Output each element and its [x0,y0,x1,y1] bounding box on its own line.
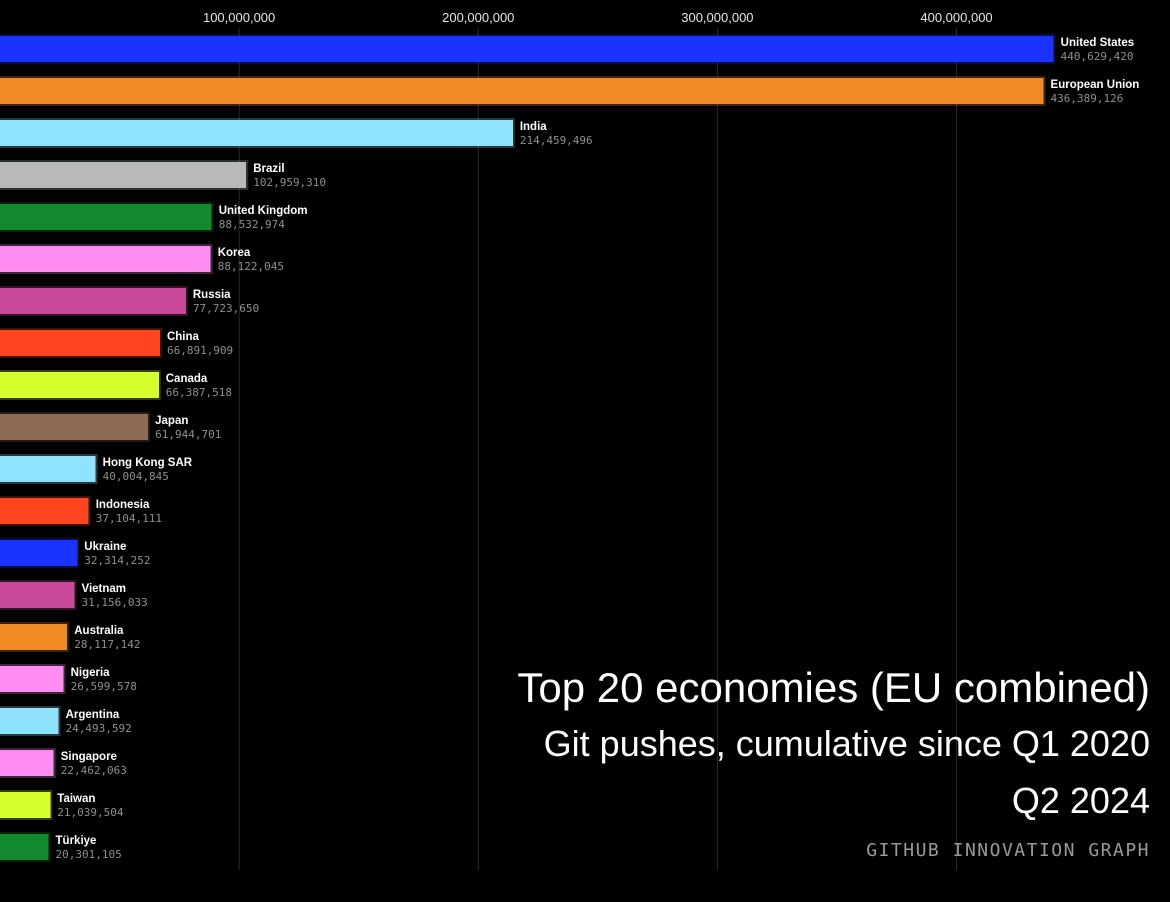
bar [0,708,59,734]
category-label: India [520,121,547,133]
category-label: Korea [218,247,251,259]
bar [0,330,160,356]
category-label: European Union [1051,79,1140,91]
chart-title: Top 20 economies (EU combined) [517,664,1150,711]
value-label: 37,104,111 [96,512,162,525]
source-label: GITHUB INNOVATION GRAPH [866,840,1150,861]
category-label: Türkiye [56,835,97,847]
value-label: 88,532,974 [219,218,286,231]
category-label: Argentina [66,709,120,721]
value-label: 32,314,252 [84,554,150,567]
value-label: 26,599,578 [71,680,137,693]
bar [0,624,68,650]
bar [0,792,51,818]
category-label: United States [1061,37,1135,49]
value-label: 22,462,063 [61,764,127,777]
value-label: 28,117,142 [74,638,140,651]
chart-caption: Top 20 economies (EU combined) Git pushe… [390,660,1150,861]
bar [0,456,96,482]
value-label: 440,629,420 [1061,50,1134,63]
category-label: China [167,331,200,343]
value-label: 66,387,518 [166,386,232,399]
bar [0,582,75,608]
bar [0,246,211,272]
category-label: Australia [74,625,124,637]
chart-subtitle: Git pushes, cumulative since Q1 2020 [543,723,1150,764]
category-label: Japan [155,415,188,427]
gridlines [238,28,958,870]
value-label: 77,723,650 [193,302,259,315]
category-label: Nigeria [71,667,111,679]
value-label: 21,039,504 [57,806,124,819]
category-label: Ukraine [84,541,126,553]
category-label: Russia [193,289,231,301]
bar [0,120,513,146]
value-label: 40,004,845 [103,470,169,483]
category-label: Hong Kong SAR [103,457,193,469]
bar [0,540,78,566]
category-label: Brazil [253,163,284,175]
category-label: Indonesia [96,499,150,511]
category-label: Vietnam [82,583,127,595]
bar [0,750,54,776]
value-label: 102,959,310 [253,176,326,189]
x-tick-label: 200,000,000 [442,10,514,25]
bar [0,414,149,440]
value-label: 31,156,033 [82,596,148,609]
bar [0,36,1054,62]
bar [0,834,49,860]
bar [0,78,1044,104]
category-label: Canada [166,373,208,385]
value-label: 24,493,592 [66,722,132,735]
x-tick-label: 100,000,000 [203,10,275,25]
bar [0,498,89,524]
value-label: 436,389,126 [1051,92,1124,105]
bar [0,162,247,188]
bar [0,204,212,230]
bar [0,666,64,692]
period-label: Q2 2024 [1011,780,1150,821]
category-label: United Kingdom [219,205,308,217]
x-axis-ticks: 100,000,000 200,000,000 300,000,000 400,000… [203,10,993,25]
value-label: 61,944,701 [155,428,221,441]
bar [0,288,186,314]
value-label: 66,891,909 [167,344,233,357]
value-label: 20,301,105 [56,848,122,861]
category-label: Taiwan [57,793,95,805]
x-tick-label: 300,000,000 [681,10,753,25]
x-tick-label: 400,000,000 [920,10,992,25]
bar [0,372,159,398]
value-label: 214,459,496 [520,134,593,147]
value-label: 88,122,045 [218,260,284,273]
category-label: Singapore [61,751,117,763]
